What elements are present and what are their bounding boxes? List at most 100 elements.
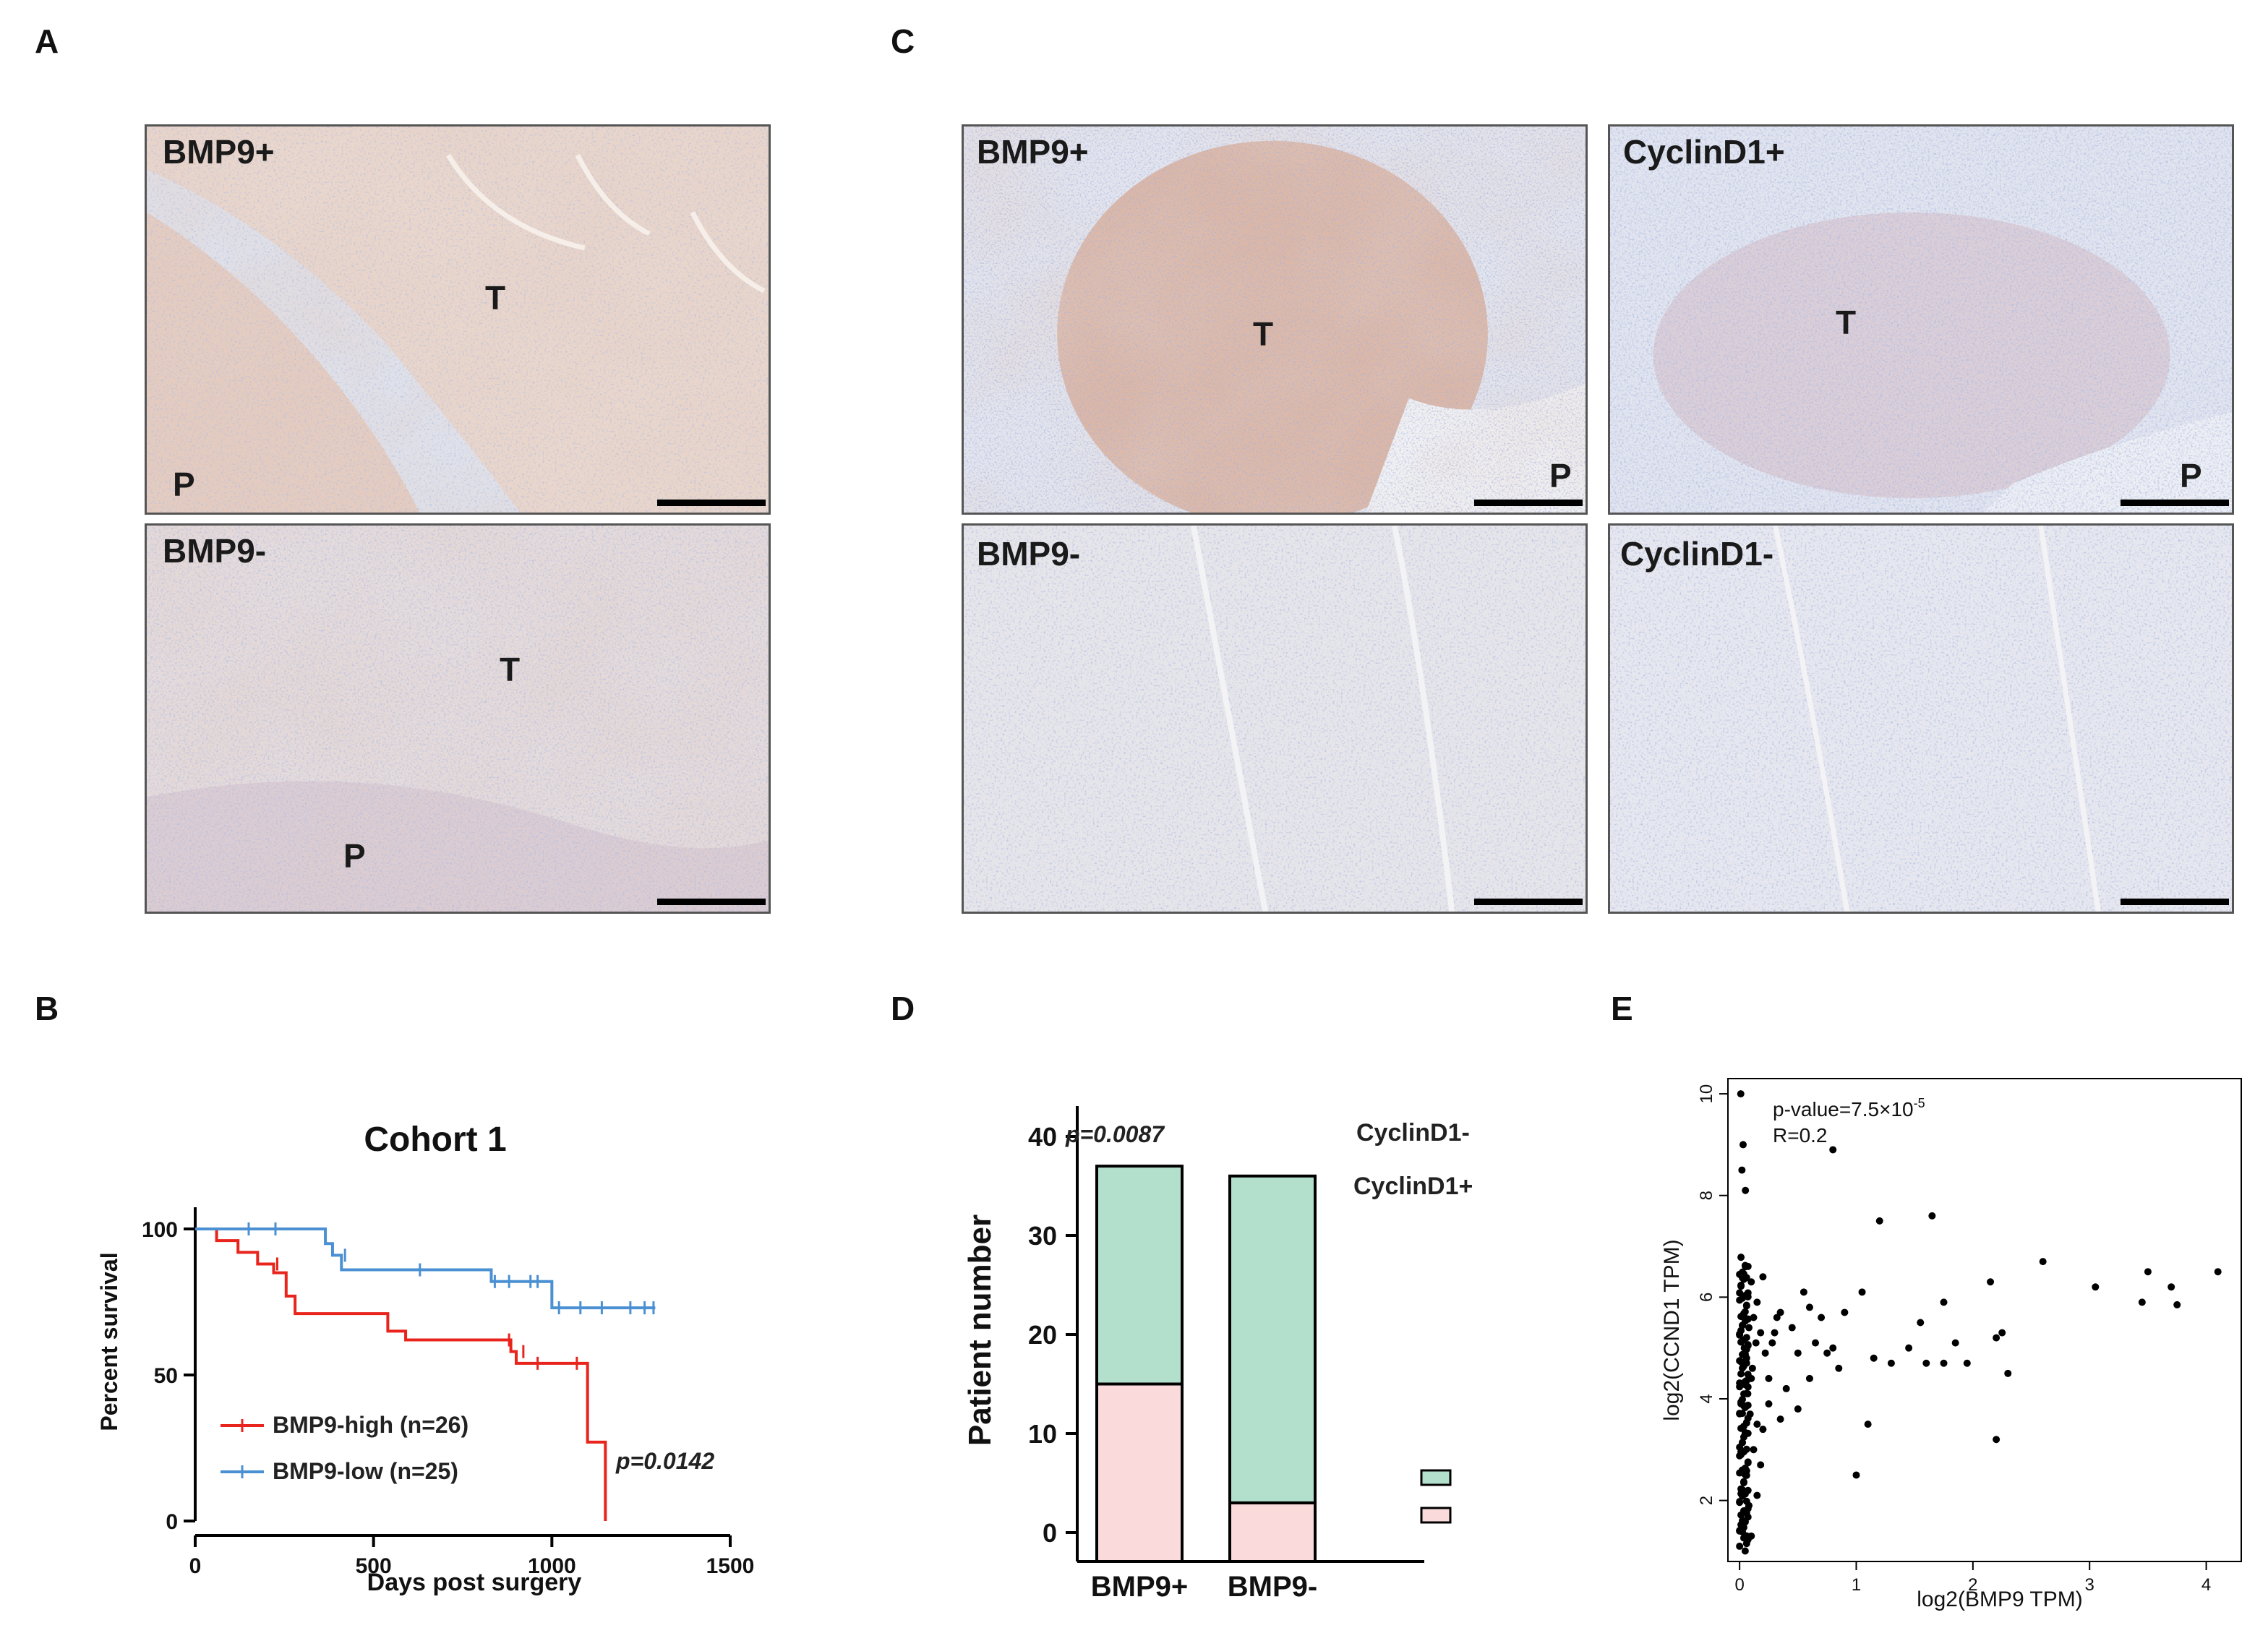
- chart-title: Cohort 1: [364, 1121, 506, 1159]
- paratumor-region-label: P: [173, 466, 195, 503]
- data-point: [1761, 1349, 1769, 1357]
- p-value-annotation: p=0.0142: [615, 1448, 714, 1474]
- micrograph-c-cyclind1-positive: CyclinD1+ T P: [1608, 124, 2234, 515]
- data-point: [1794, 1405, 1802, 1413]
- data-point: [1993, 1334, 2000, 1342]
- bar-BMP9--CyclinD1+: [1228, 1501, 1317, 1564]
- data-point: [1829, 1146, 1837, 1154]
- micrograph-c-cyclind1-negative: CyclinD1-: [1608, 523, 2234, 914]
- data-point: [1739, 1478, 1747, 1486]
- data-point: [2004, 1369, 2012, 1377]
- data-point: [1773, 1314, 1781, 1321]
- micrograph-label: BMP9+: [163, 133, 275, 171]
- data-point: [1741, 1261, 1749, 1269]
- data-point: [1864, 1421, 1872, 1428]
- data-point: [1741, 1547, 1749, 1555]
- data-point: [1805, 1303, 1813, 1311]
- data-point: [2138, 1298, 2146, 1306]
- x-axis-label: Days post surgery: [367, 1569, 582, 1596]
- data-point: [1788, 1324, 1796, 1332]
- r-annotation: R=0.2: [1773, 1124, 1828, 1147]
- y-axis-label: Patient number: [962, 1214, 998, 1446]
- legend-label-cyclind1-pos: CyclinD1+: [1353, 1173, 1473, 1200]
- data-point: [1739, 1448, 1747, 1456]
- data-point: [1737, 1370, 1745, 1378]
- bar-BMP9+-CyclinD1+: [1095, 1382, 1184, 1563]
- data-point: [1782, 1384, 1790, 1392]
- data-point: [1753, 1491, 1761, 1499]
- data-point: [1776, 1415, 1784, 1423]
- data-point: [2039, 1258, 2047, 1266]
- data-point: [1759, 1426, 1767, 1434]
- p-value-annotation: p=0.0087: [1065, 1121, 1165, 1147]
- scale-bar: [2121, 899, 2229, 905]
- y-tick-label: 6: [1697, 1293, 1716, 1302]
- micrograph-label: BMP9-: [163, 532, 267, 570]
- tumor-region-label: T: [1836, 304, 1857, 341]
- data-point: [1753, 1421, 1761, 1428]
- data-point: [1744, 1401, 1752, 1409]
- data-point: [1736, 1296, 1744, 1304]
- data-point: [1744, 1371, 1752, 1379]
- data-point: [1750, 1446, 1758, 1454]
- micrograph-a-bmp9-positive: BMP9+ T P: [145, 124, 771, 515]
- y-axis-label: log2(CCND1 TPM): [1660, 1239, 1684, 1421]
- data-point: [2214, 1268, 2222, 1276]
- data-point: [1737, 1254, 1745, 1261]
- x-tick-label: 4: [2201, 1575, 2211, 1595]
- data-point: [1739, 1439, 1747, 1447]
- data-point: [2173, 1301, 2181, 1308]
- data-point: [1739, 1275, 1747, 1283]
- x-tick-label: 1: [1852, 1575, 1861, 1595]
- data-point: [1739, 1350, 1747, 1358]
- data-point: [1744, 1342, 1752, 1350]
- data-point: [1752, 1339, 1760, 1347]
- paratumor-region-label: P: [1549, 457, 1572, 494]
- panel-letter-e: E: [1611, 990, 1633, 1027]
- y-tick-label: 20: [1028, 1320, 1057, 1350]
- data-point: [1741, 1430, 1749, 1438]
- y-tick-label: 8: [1697, 1191, 1716, 1200]
- data-point: [1887, 1359, 1895, 1367]
- y-tick-label: 100: [142, 1218, 178, 1242]
- data-point: [1737, 1358, 1745, 1366]
- data-point: [1744, 1486, 1752, 1494]
- data-point: [1742, 1471, 1750, 1479]
- data-point: [1917, 1319, 1925, 1327]
- data-point: [1765, 1374, 1773, 1382]
- x-tick-label: 0: [1734, 1575, 1744, 1595]
- data-point: [1759, 1273, 1767, 1281]
- x-tick-label: 1000: [528, 1554, 576, 1578]
- micrograph-c-bmp9-positive: BMP9+ T P: [962, 124, 1588, 515]
- data-point: [1744, 1315, 1752, 1323]
- p-value-annotation: p-value=7.5×10-5: [1773, 1096, 1925, 1121]
- data-point: [1742, 1540, 1750, 1548]
- data-point: [1818, 1314, 1826, 1321]
- panel-letter-c: C: [891, 22, 915, 60]
- data-point: [1736, 1331, 1744, 1339]
- data-point: [1835, 1364, 1843, 1372]
- data-point: [1747, 1278, 1755, 1286]
- data-point: [1736, 1527, 1744, 1535]
- data-point: [1768, 1339, 1776, 1347]
- data-point: [1736, 1289, 1744, 1297]
- data-point: [1757, 1461, 1765, 1469]
- paratumor-region-label: P: [343, 837, 366, 875]
- y-tick-label: 10: [1028, 1419, 1057, 1449]
- data-point: [1800, 1288, 1807, 1296]
- data-point: [1852, 1471, 1860, 1479]
- x-tick-label: 3: [2085, 1575, 2094, 1595]
- data-point: [1736, 1410, 1744, 1418]
- legend-label-cyclind1-neg: CyclinD1-: [1356, 1119, 1470, 1147]
- legend-label-high: BMP9-high (n=26): [273, 1412, 468, 1438]
- data-point: [1771, 1329, 1779, 1337]
- panel-letter-d: D: [891, 990, 915, 1027]
- data-point: [1739, 1507, 1747, 1514]
- scale-bar: [1474, 500, 1583, 506]
- tumor-region-label: T: [485, 279, 506, 317]
- y-axis-label: Percent survival: [96, 1252, 122, 1431]
- micrograph-label: BMP9+: [977, 133, 1089, 171]
- micrograph-c-bmp9-negative: BMP9-: [962, 523, 1588, 914]
- x-tick-label: 1500: [706, 1554, 755, 1578]
